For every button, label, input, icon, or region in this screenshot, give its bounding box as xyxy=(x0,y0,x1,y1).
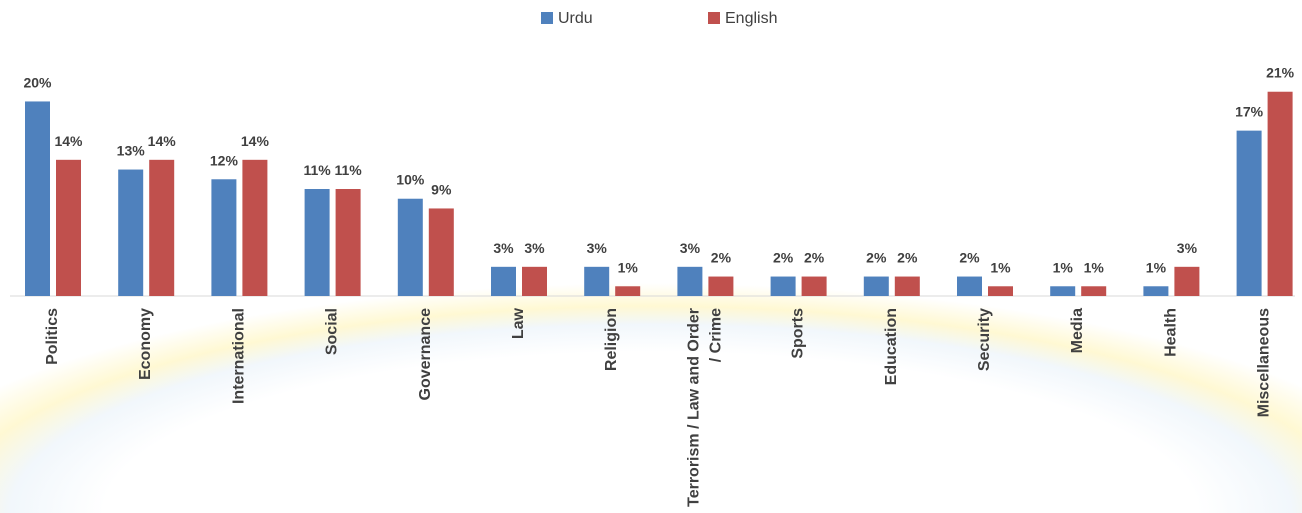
bar xyxy=(1143,286,1169,296)
data-label: 3% xyxy=(680,240,701,256)
bar xyxy=(801,276,827,296)
bar xyxy=(242,159,268,296)
x-tick-label: Economy xyxy=(137,308,155,381)
data-label: 1% xyxy=(1146,259,1167,275)
data-label: 10% xyxy=(396,172,425,188)
bar xyxy=(335,189,361,296)
bar xyxy=(1174,266,1200,296)
data-label: 13% xyxy=(117,143,146,159)
bar xyxy=(770,276,796,296)
data-label: 2% xyxy=(773,250,794,266)
bar xyxy=(584,266,610,296)
x-tick-label: Miscellaneous xyxy=(1255,308,1273,418)
bar xyxy=(56,159,81,296)
x-tick-label: Politics xyxy=(44,308,61,365)
data-label: 14% xyxy=(241,133,270,149)
data-label: 1% xyxy=(990,259,1011,275)
data-label: 1% xyxy=(618,259,639,275)
bar xyxy=(894,276,920,296)
bar xyxy=(522,266,547,296)
bar xyxy=(1236,130,1262,296)
x-tick-label: Media xyxy=(1069,308,1087,354)
data-label: 3% xyxy=(587,240,608,256)
data-label: 1% xyxy=(1053,259,1074,275)
data-label: 12% xyxy=(210,152,239,168)
bar xyxy=(615,286,641,296)
data-label: 3% xyxy=(524,240,545,256)
legend-swatch xyxy=(708,12,720,24)
data-label: 1% xyxy=(1084,259,1105,275)
data-label: 21% xyxy=(1266,65,1295,81)
x-tick-label: Terrorism / Law and Order / Crime xyxy=(685,308,725,507)
x-tick-label: Security xyxy=(976,308,993,372)
bar xyxy=(863,276,889,296)
bar xyxy=(677,266,703,296)
bar xyxy=(491,266,516,296)
data-label: 3% xyxy=(493,240,514,256)
legend-swatch xyxy=(541,12,553,24)
data-label: 2% xyxy=(711,250,732,266)
data-label: 11% xyxy=(303,162,331,178)
data-label: 11% xyxy=(334,162,362,178)
bar xyxy=(988,286,1013,296)
data-label: 2% xyxy=(804,250,825,266)
data-label: 2% xyxy=(897,250,918,266)
data-label: 2% xyxy=(866,250,887,266)
bar xyxy=(211,179,237,296)
x-tick-label: Sports xyxy=(789,308,807,359)
legend: Urdu xyxy=(558,10,593,27)
x-tick-label: Religion xyxy=(603,308,621,372)
data-label: 3% xyxy=(1177,240,1198,256)
data-label: 2% xyxy=(959,250,980,266)
legend: English xyxy=(725,10,777,27)
data-label: 20% xyxy=(23,74,52,90)
x-tick-label: Social xyxy=(323,308,341,356)
bar xyxy=(1081,286,1107,296)
bar xyxy=(25,101,50,296)
x-tick-label: Law xyxy=(510,308,527,340)
x-tick-label: Health xyxy=(1162,308,1180,357)
bar xyxy=(118,169,144,296)
bar xyxy=(428,208,454,296)
data-label: 14% xyxy=(148,133,177,149)
bar xyxy=(1050,286,1076,296)
bar xyxy=(957,276,982,296)
x-tick-label: Education xyxy=(882,308,900,386)
bar xyxy=(397,198,423,296)
data-label: 9% xyxy=(431,181,452,197)
data-label: 14% xyxy=(54,133,83,149)
bar xyxy=(1267,91,1293,297)
bar xyxy=(149,159,175,296)
data-label: 17% xyxy=(1235,104,1264,120)
background-decoration xyxy=(0,130,1302,513)
x-tick-label: International xyxy=(230,308,248,405)
bar xyxy=(304,189,330,296)
x-tick-label: Governance xyxy=(416,308,434,401)
bar xyxy=(708,276,734,296)
